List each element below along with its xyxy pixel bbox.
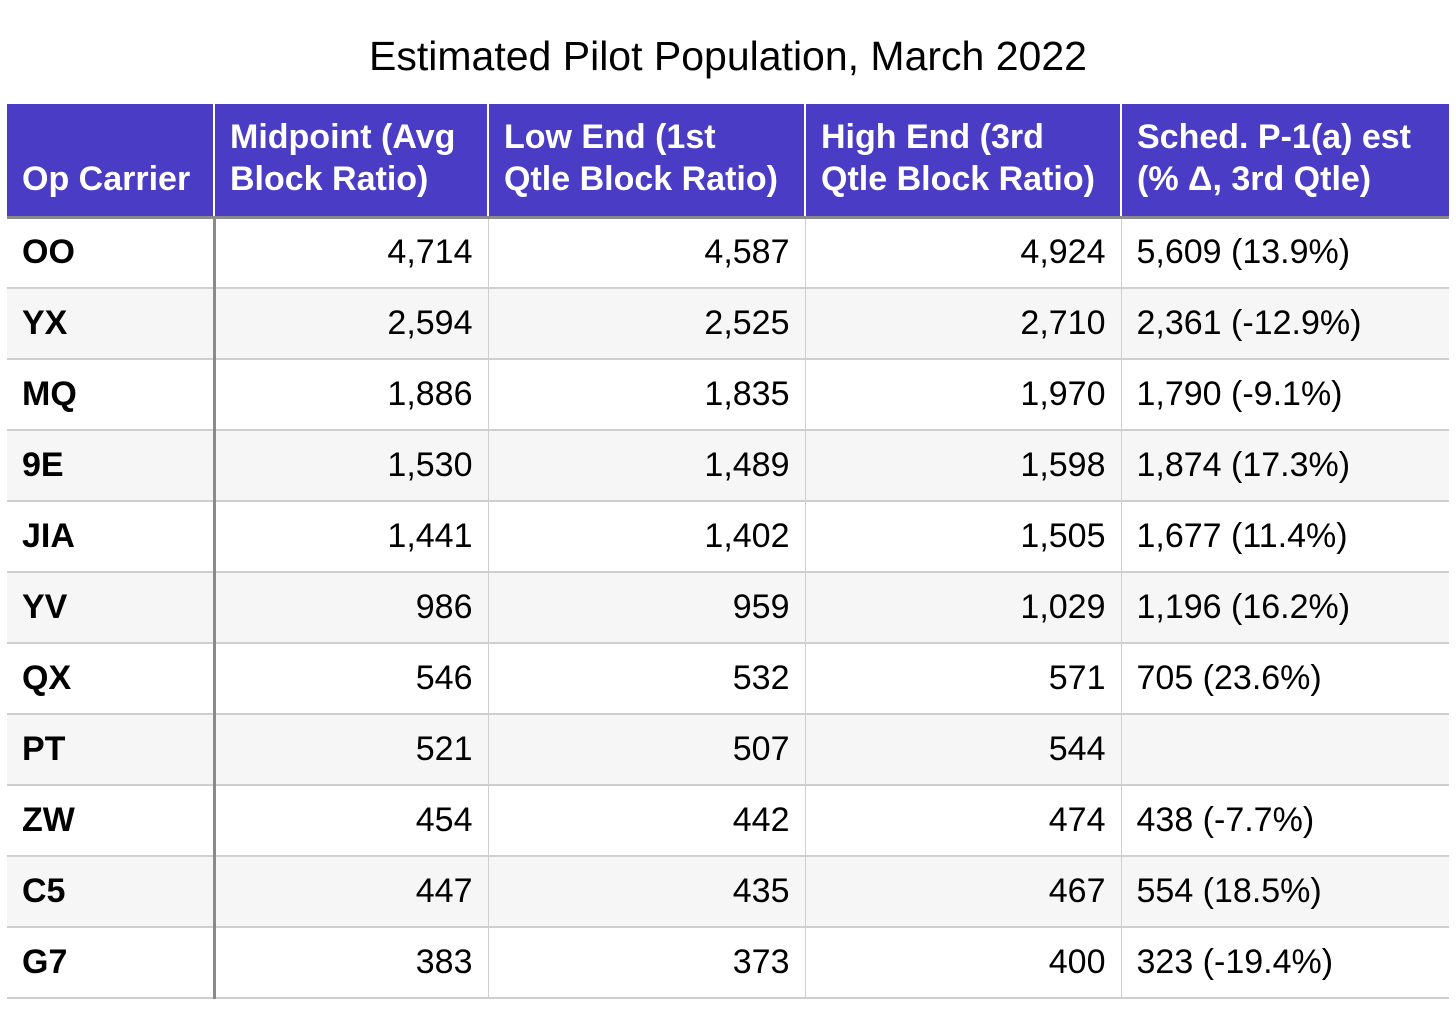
cell-op-carrier: 9E — [7, 430, 216, 502]
cell-sched-p1a: 554 (18.5%) — [1120, 856, 1449, 928]
cell-op-carrier: JIA — [7, 501, 216, 573]
cell-op-carrier: OO — [7, 217, 216, 289]
table-row: JIA 1,441 1,402 1,505 1,677 (11.4%) — [7, 501, 1449, 573]
table-row: ZW 454 442 474 438 (-7.7%) — [7, 785, 1449, 857]
table-row: OO 4,714 4,587 4,924 5,609 (13.9%) — [7, 217, 1449, 289]
table-row: 9E 1,530 1,489 1,598 1,874 (17.3%) — [7, 430, 1449, 502]
header-midpoint: Midpoint (Avg Block Ratio) — [213, 104, 488, 219]
cell-high-end: 400 — [804, 927, 1121, 999]
cell-op-carrier: YX — [7, 288, 216, 360]
cell-sched-p1a: 438 (-7.7%) — [1120, 785, 1449, 857]
cell-sched-p1a: 5,609 (13.9%) — [1120, 217, 1449, 289]
header-high-end: High End (3rd Qtle Block Ratio) — [804, 104, 1121, 219]
cell-sched-p1a: 1,874 (17.3%) — [1120, 430, 1449, 502]
cell-midpoint: 1,530 — [213, 430, 488, 502]
cell-low-end: 435 — [487, 856, 805, 928]
cell-sched-p1a: 1,790 (-9.1%) — [1120, 359, 1449, 431]
cell-high-end: 1,598 — [804, 430, 1121, 502]
cell-high-end: 1,505 — [804, 501, 1121, 573]
cell-op-carrier: YV — [7, 572, 216, 644]
cell-midpoint: 383 — [213, 927, 488, 999]
table-body: OO 4,714 4,587 4,924 5,609 (13.9%) YX 2,… — [7, 217, 1449, 999]
cell-high-end: 467 — [804, 856, 1121, 928]
table-row: G7 383 373 400 323 (-19.4%) — [7, 927, 1449, 999]
table-row: MQ 1,886 1,835 1,970 1,790 (-9.1%) — [7, 359, 1449, 431]
cell-low-end: 4,587 — [487, 217, 805, 289]
cell-low-end: 442 — [487, 785, 805, 857]
header-sched-p1a: Sched. P-1(a) est (% Δ, 3rd Qtle) — [1120, 104, 1449, 219]
cell-midpoint: 546 — [213, 643, 488, 715]
cell-sched-p1a: 2,361 (-12.9%) — [1120, 288, 1449, 360]
table-row: PT 521 507 544 — [7, 714, 1449, 786]
header-row: Op Carrier Midpoint (Avg Block Ratio) Lo… — [7, 104, 1449, 219]
cell-low-end: 532 — [487, 643, 805, 715]
table-row: YX 2,594 2,525 2,710 2,361 (-12.9%) — [7, 288, 1449, 360]
cell-midpoint: 2,594 — [213, 288, 488, 360]
cell-high-end: 2,710 — [804, 288, 1121, 360]
cell-sched-p1a — [1120, 714, 1449, 786]
cell-low-end: 507 — [487, 714, 805, 786]
cell-low-end: 1,835 — [487, 359, 805, 431]
cell-sched-p1a: 1,196 (16.2%) — [1120, 572, 1449, 644]
cell-high-end: 1,029 — [804, 572, 1121, 644]
header-op-carrier: Op Carrier — [7, 104, 214, 219]
cell-sched-p1a: 705 (23.6%) — [1120, 643, 1449, 715]
cell-high-end: 4,924 — [804, 217, 1121, 289]
cell-midpoint: 986 — [213, 572, 488, 644]
cell-low-end: 959 — [487, 572, 805, 644]
cell-high-end: 544 — [804, 714, 1121, 786]
cell-op-carrier: ZW — [7, 785, 216, 857]
cell-op-carrier: C5 — [7, 856, 216, 928]
cell-high-end: 571 — [804, 643, 1121, 715]
cell-op-carrier: QX — [7, 643, 216, 715]
table-row: C5 447 435 467 554 (18.5%) — [7, 856, 1449, 928]
header-low-end: Low End (1st Qtle Block Ratio) — [487, 104, 805, 219]
table-row: YV 986 959 1,029 1,196 (16.2%) — [7, 572, 1449, 644]
cell-midpoint: 447 — [213, 856, 488, 928]
cell-midpoint: 1,886 — [213, 359, 488, 431]
table-row: QX 546 532 571 705 (23.6%) — [7, 643, 1449, 715]
cell-low-end: 1,489 — [487, 430, 805, 502]
cell-midpoint: 4,714 — [213, 217, 488, 289]
cell-op-carrier: G7 — [7, 927, 216, 999]
cell-high-end: 1,970 — [804, 359, 1121, 431]
cell-midpoint: 521 — [213, 714, 488, 786]
cell-sched-p1a: 1,677 (11.4%) — [1120, 501, 1449, 573]
cell-low-end: 1,402 — [487, 501, 805, 573]
cell-low-end: 2,525 — [487, 288, 805, 360]
cell-op-carrier: PT — [7, 714, 216, 786]
cell-low-end: 373 — [487, 927, 805, 999]
table-header: Op Carrier Midpoint (Avg Block Ratio) Lo… — [7, 104, 1449, 219]
cell-midpoint: 454 — [213, 785, 488, 857]
page-title: Estimated Pilot Population, March 2022 — [369, 33, 1087, 79]
pilot-population-table: Op Carrier Midpoint (Avg Block Ratio) Lo… — [7, 104, 1449, 999]
cell-op-carrier: MQ — [7, 359, 216, 431]
cell-high-end: 474 — [804, 785, 1121, 857]
cell-midpoint: 1,441 — [213, 501, 488, 573]
cell-sched-p1a: 323 (-19.4%) — [1120, 927, 1449, 999]
